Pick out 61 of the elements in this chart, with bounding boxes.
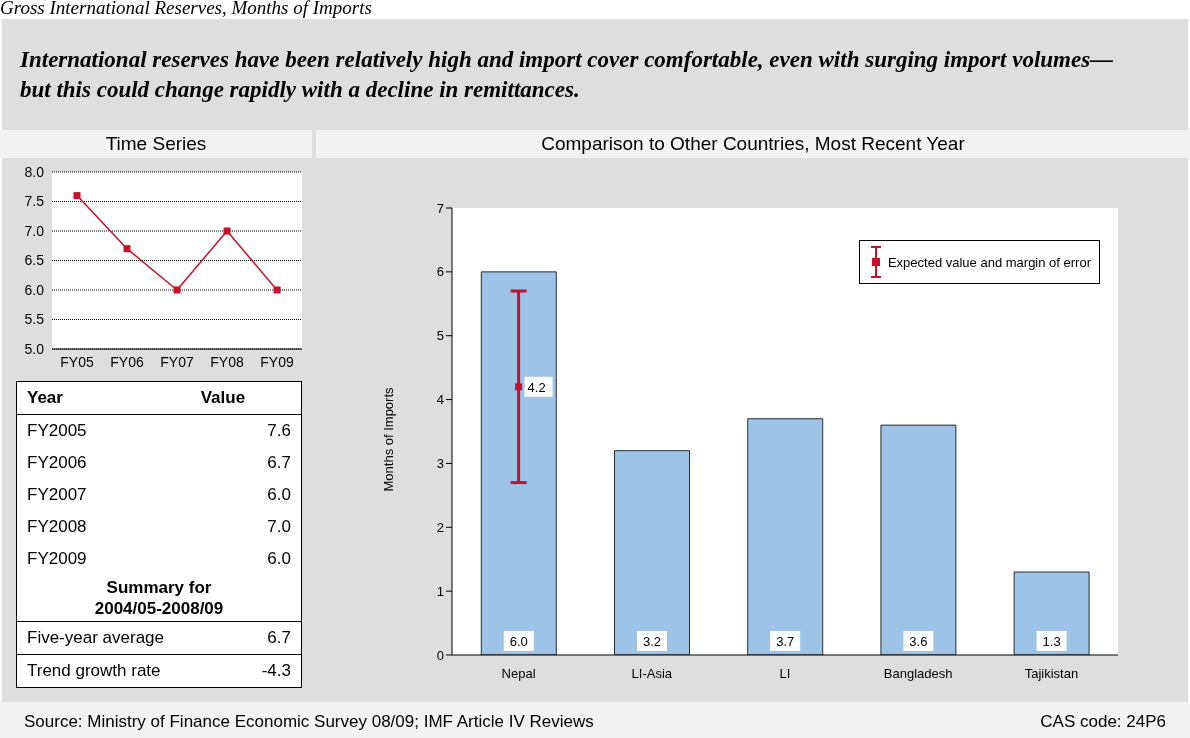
y-tick-label: 6.5: [24, 252, 45, 269]
x-tick-label: Tajikistan: [1024, 666, 1079, 682]
text: Gross International Reserves, Months of Imports: [0, 0, 1190, 19]
chart-title: Comparison to Other Countries, Most Recent Year: [316, 130, 1190, 158]
legend-label: Expected value and margin of error: [887, 254, 1091, 270]
y-tick-label: 8.0: [24, 163, 45, 180]
text: Value: [199, 388, 247, 408]
y-tick-label: 5.0: [24, 340, 45, 357]
text: Trend growth rate: [27, 661, 162, 681]
x-tick-label: FY06: [110, 353, 144, 370]
text: -4.3: [261, 661, 291, 681]
y-tick-label: 4: [436, 392, 444, 408]
y-tick-label: 7: [436, 200, 444, 216]
text: FY2009: [27, 549, 88, 569]
point: [73, 192, 81, 200]
text: FY2008: [27, 517, 88, 537]
text: 6.0: [267, 485, 291, 505]
text: International reserves have been relatively high and import cover comfortable, even with surging import volumes—but this could change rapidly with a decline in remittances.: [20, 46, 1115, 104]
x-tick-label: FY08: [210, 353, 244, 370]
data-label: 3.2: [642, 634, 662, 649]
data-label: 1.3: [1042, 634, 1061, 649]
text: Five-year average: [27, 628, 165, 648]
text: 6.7: [267, 453, 291, 473]
data-label: 3.7: [776, 634, 795, 649]
y-tick-label: 1: [436, 583, 444, 599]
y-tick-label: 5: [436, 328, 444, 344]
y-tick-label: 7.0: [24, 222, 45, 239]
text: 6.0: [267, 549, 291, 569]
x-tick-label: Nepal: [501, 666, 536, 682]
text: Summary for 2004/05-2008/09: [93, 577, 225, 620]
data-label: 4.2: [527, 379, 546, 395]
text: 6.7: [267, 628, 291, 648]
point: [223, 227, 231, 235]
x-tick-label: FY09: [260, 353, 294, 370]
data-label: 6.0: [509, 634, 528, 649]
y-tick-label: 6.0: [24, 281, 45, 298]
text: FY2006: [27, 453, 88, 473]
x-tick-label: LI-Asia: [631, 666, 673, 682]
y-axis-title: Months of Imports: [380, 386, 396, 492]
y-tick-label: 7.5: [24, 193, 45, 210]
x-tick-label: FY07: [160, 353, 194, 370]
x-tick-label: FY05: [60, 353, 94, 370]
data-label: 3.6: [909, 634, 928, 649]
y-tick-label: 3: [436, 456, 444, 472]
x-tick-label: LI: [779, 666, 791, 682]
y-tick-label: 0: [436, 647, 444, 663]
point: [173, 286, 181, 294]
point: [123, 245, 131, 253]
text: FY2007: [27, 485, 88, 505]
text: 7.0: [267, 517, 291, 537]
x-tick-label: Bangladesh: [883, 666, 953, 682]
point: [273, 286, 281, 294]
text: CAS code: 24P6: [1040, 712, 1166, 732]
source-note: Source: Ministry of Finance Economic Survey 08/09; IMF Article IV Reviews: [24, 712, 594, 732]
text: FY2005: [27, 421, 88, 441]
y-tick-label: 5.5: [24, 311, 45, 328]
chart-title: Time Series: [0, 130, 312, 158]
text: 7.6: [267, 421, 291, 441]
y-tick-label: 2: [436, 519, 444, 535]
text: Year: [27, 388, 64, 408]
y-tick-label: 6: [436, 264, 444, 280]
